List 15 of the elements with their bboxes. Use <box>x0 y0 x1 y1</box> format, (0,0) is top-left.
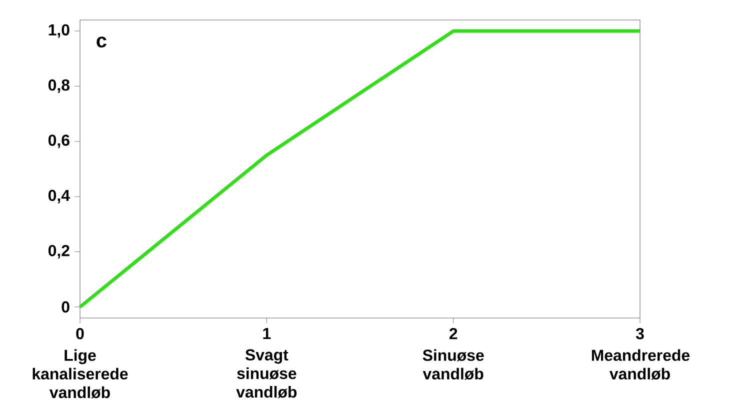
y-tick-label: 0 <box>62 301 70 313</box>
text: Meandrerede vandløb <box>592 349 690 380</box>
y-tick-label: 0,2 <box>48 244 70 259</box>
x-tick-label: 0 <box>76 328 84 340</box>
y-tick-label: 1,0 <box>48 24 70 38</box>
text: Lige kanaliserede vandløb <box>32 349 128 398</box>
text: Sinuøse vandløb <box>422 349 484 380</box>
y-tick-label: 0,4 <box>48 190 70 204</box>
x-tick-label: 3 <box>636 328 644 340</box>
x-tick-label: 1 <box>263 328 271 339</box>
y-tick-label: 0,6 <box>48 134 70 148</box>
text: c <box>96 36 106 48</box>
text: Svagt sinuøse vandløb <box>236 349 297 398</box>
y-tick-label: 0,8 <box>48 79 70 93</box>
x-tick-label: 2 <box>449 328 458 340</box>
